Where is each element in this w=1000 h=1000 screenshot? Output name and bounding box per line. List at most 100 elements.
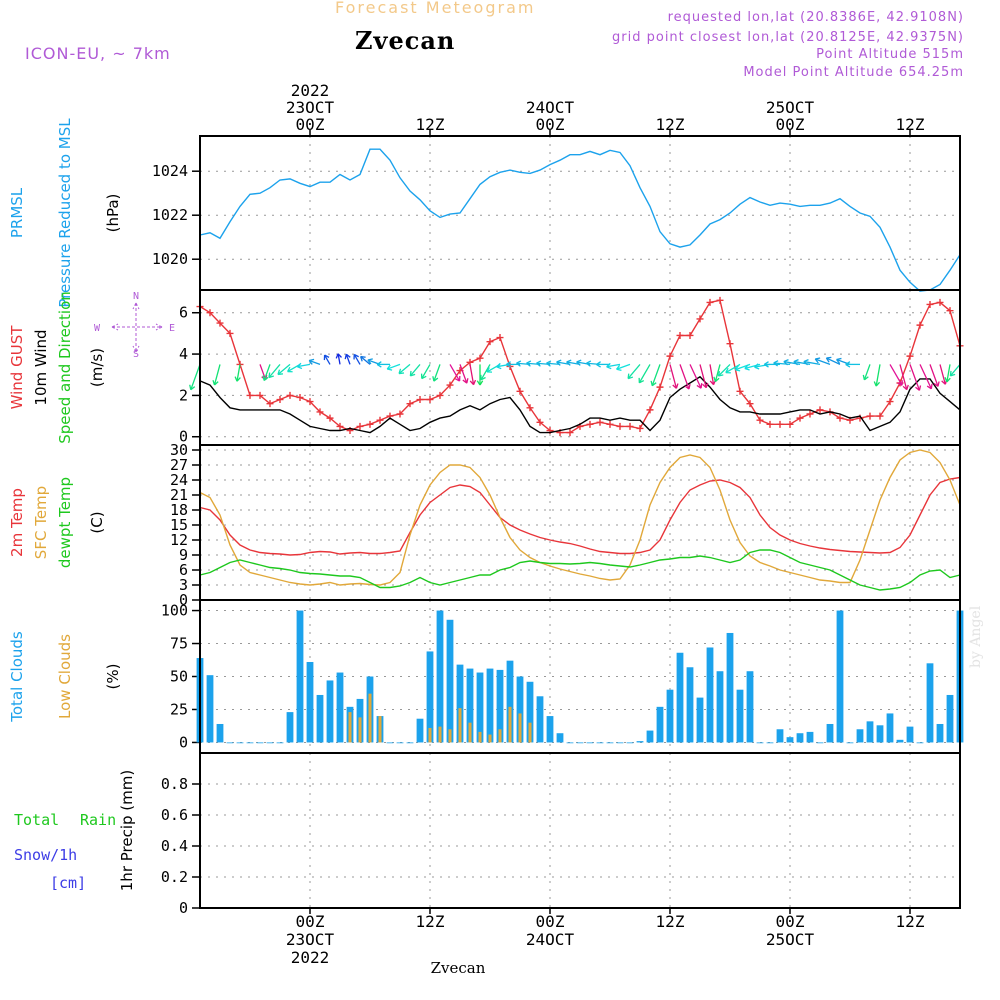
cloud-bar-total [946,694,954,743]
panel-pressure: 1020 1022 1024 PRMSL Pressure Reduced to MSL… [8,118,961,308]
panel-frame [199,289,961,446]
panel-frame [199,444,961,601]
wind-arrow-head [386,364,393,371]
time-label-bottom: 12Z [416,912,445,931]
left-axis-label: dewpt Temp [56,477,74,568]
wind-arrow [324,354,331,365]
wind-arrow [566,361,581,366]
y-tick-label: 0.2 [161,868,188,886]
y-tick-label: 15 [170,516,188,534]
time-label-top: 25OCT [766,98,815,117]
left-axis-label: (hPa) [104,194,122,233]
gust-point-marker [806,410,814,418]
gust-point-marker [416,396,424,404]
wind-arrow-head [616,364,622,371]
gust-point-marker [586,420,594,428]
cloud-bar-total [286,712,294,743]
wind-arrow [386,363,401,370]
y-tick-label: 0.8 [161,775,188,793]
y-tick-label: 50 [170,668,188,686]
wind-arrow [308,359,321,366]
wind-arrow [949,363,961,377]
time-label-top: 12Z [896,115,925,134]
cloud-bar-total [236,742,244,744]
grid-point-coords: grid point closest lon,lat (20.8125E, 42… [612,30,964,45]
wind-arrow-head [469,379,477,386]
wind-arrow-head [486,367,493,373]
cloud-bar-total [876,725,884,743]
cloud-bar-total [506,660,514,743]
cloud-bar-total [716,671,724,743]
wind-arrow-head [506,361,511,368]
cloud-bar-total [486,668,494,743]
gust-point-marker [696,315,704,323]
series-line-dewpt-temp [199,549,961,591]
cloud-bar-low [368,693,372,743]
y-tick-label: 0 [179,428,188,446]
panel-clouds: 0 25 50 75 100 Total Clouds Low Clouds (%) [8,599,964,754]
gust-point-marker [616,422,624,430]
cloud-bar-total [526,681,534,743]
series-line-10m-wind [199,375,961,434]
wind-arrow-head [268,372,274,379]
gust-point-marker [626,422,634,430]
wind-arrow-head [344,353,351,360]
compass-w: W [94,323,101,334]
cloud-bar-total [586,742,594,744]
y-tick-label: 0 [179,899,188,917]
compass-n: N [133,291,139,302]
wind-arrow-head [546,360,552,367]
gust-point-marker [906,352,914,360]
cloud-bar-total [596,742,604,744]
gust-point-marker [286,391,294,399]
gust-point-marker [396,410,404,418]
cloud-bar-total [736,689,744,743]
wind-arrow-head [454,376,461,382]
left-axis-label: (%) [104,664,122,690]
wind-arrow-head [825,356,832,363]
y-tick-label: 12 [170,531,188,549]
wind-arrow-head [335,353,342,359]
cloud-bar-total [496,669,504,743]
gust-point-marker [526,404,534,412]
gust-point-marker [736,387,744,395]
gust-point-marker [936,298,944,306]
wind-arrow [337,353,341,365]
wind-arrow-head [287,366,293,373]
model-point-altitude: Model Point Altitude 654.25m [743,65,964,80]
cloud-bar-total [846,742,854,744]
wind-arrow-head [734,365,741,372]
wind-arrow-head [696,383,703,389]
wind-arrow-head [398,368,405,375]
wind-arrow-head [926,383,933,390]
cloud-bar-total [756,742,764,744]
cloud-bar-total [476,672,484,743]
series-line-sfc-temp [199,449,961,586]
wind-arrow-head [323,354,330,361]
wind-arrow-head [234,376,241,382]
wind-arrow [679,364,690,390]
cloud-bar-total [916,742,924,744]
wind-arrow [546,362,561,366]
wind-arrow [459,364,468,384]
gust-point-marker [676,331,684,339]
y-tick-label: 100 [161,602,188,620]
wind-arrow-head [189,384,196,391]
left-axis-label: 2m Temp [8,488,26,557]
compass-e: E [169,323,175,334]
wind-arrow-head [902,384,909,391]
wind-arrow-head [576,359,582,366]
cloud-bar-total [336,672,344,743]
time-label-bottom: 23OCT [286,930,335,949]
wind-arrow-head [516,360,522,367]
cloud-bar-low [378,716,382,743]
gust-point-marker [376,416,384,424]
cloud-bar-total [306,661,314,743]
wind-arrow-head [526,360,532,367]
wind-arrow [277,363,291,375]
gust-point-marker [756,416,764,424]
series-line-wind-gust [199,299,961,434]
gust-point-marker [276,396,284,404]
cloud-bar-total [926,663,934,743]
gust-point-marker [716,296,724,304]
